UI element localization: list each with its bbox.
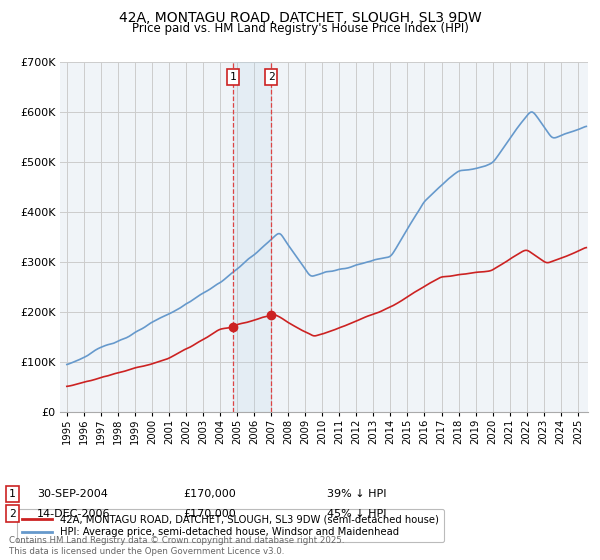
Legend: 42A, MONTAGU ROAD, DATCHET, SLOUGH, SL3 9DW (semi-detached house), HPI: Average : 42A, MONTAGU ROAD, DATCHET, SLOUGH, SL3 … (17, 510, 445, 542)
Bar (233, 62, 271, 412)
Text: 39% ↓ HPI: 39% ↓ HPI (327, 489, 386, 499)
Text: Price paid vs. HM Land Registry's House Price Index (HPI): Price paid vs. HM Land Registry's House … (131, 22, 469, 35)
Text: 42A, MONTAGU ROAD, DATCHET, SLOUGH, SL3 9DW: 42A, MONTAGU ROAD, DATCHET, SLOUGH, SL3 … (119, 11, 481, 25)
Text: £170,000: £170,000 (183, 489, 236, 499)
Text: 45% ↓ HPI: 45% ↓ HPI (327, 508, 386, 519)
Text: £170,000: £170,000 (183, 508, 236, 519)
Text: 2: 2 (268, 72, 275, 82)
Text: 14-DEC-2006: 14-DEC-2006 (37, 508, 111, 519)
Text: Contains HM Land Registry data © Crown copyright and database right 2025.
This d: Contains HM Land Registry data © Crown c… (9, 536, 344, 556)
Text: 30-SEP-2004: 30-SEP-2004 (37, 489, 108, 499)
Text: 1: 1 (230, 72, 236, 82)
Text: 2: 2 (9, 508, 16, 519)
Text: 1: 1 (9, 489, 16, 499)
